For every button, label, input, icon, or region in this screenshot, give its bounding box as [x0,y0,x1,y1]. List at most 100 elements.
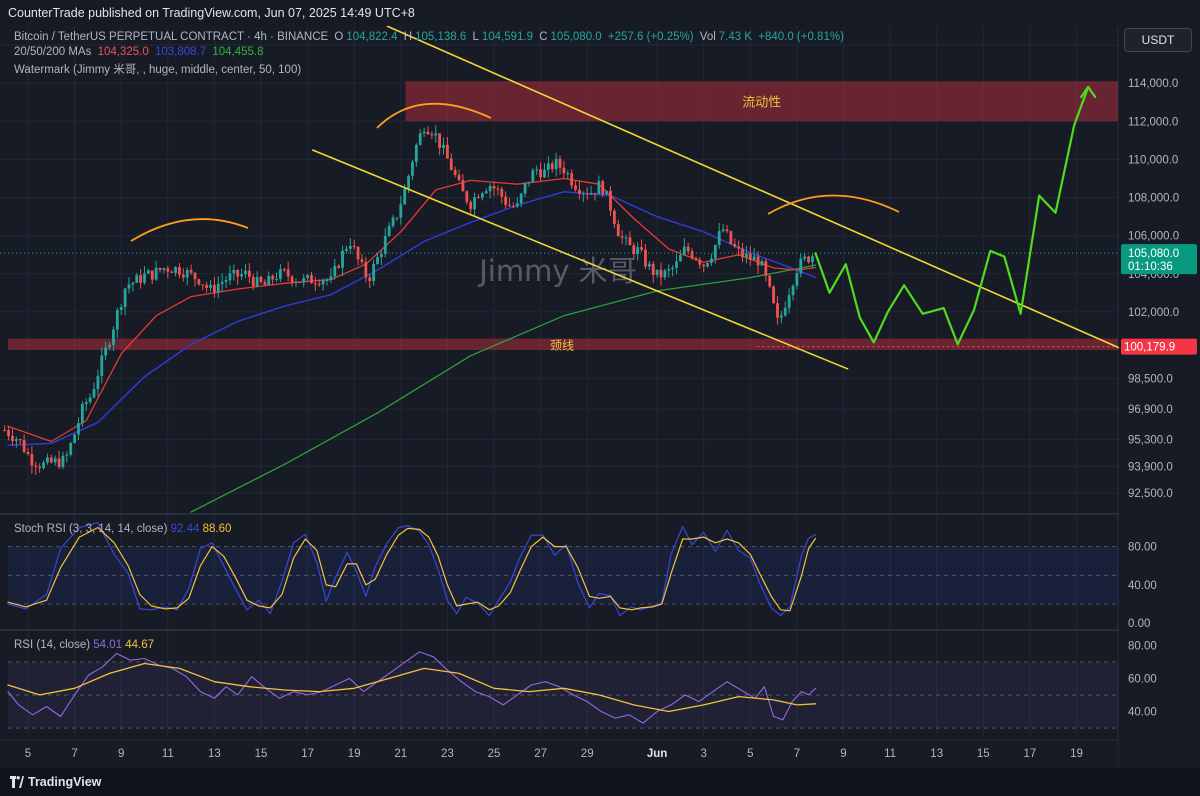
ma-label[interactable]: 20/50/200 MAs [14,46,92,58]
price-tick-label: 102,000.0 [1128,307,1179,319]
candle-body [488,185,492,192]
candle-body [166,268,170,272]
candle-body [247,270,251,277]
candle-body [7,430,10,437]
candle-body [585,193,589,195]
stoch-d-line [7,526,817,612]
stoch-tick-label: 80.00 [1128,542,1157,554]
candle-body [387,226,391,237]
time-tick-label: 17 [301,748,314,760]
candle-body [259,276,263,282]
time-tick-label: 19 [348,748,361,760]
candle-body [589,193,593,195]
axes: 92,500.0 93,900.0 95,300.0 96,900.0 98,500.0… [0,26,1200,768]
candle-body [492,185,496,189]
ohlc-close: 105,080.0 [550,31,602,43]
stoch-k-value: 92.44 [171,523,203,535]
time-tick-label: 11 [162,748,174,760]
candle-body [53,458,57,463]
arc-left-top [130,218,249,242]
candle-body [772,286,775,304]
stoch-rsi-pane[interactable]: Stoch RSI (3, 3, 14, 14, close) 92.44 88… [7,522,1118,617]
ohlc-open: 104,822.4 [346,31,398,43]
stoch-tick-label: 0.00 [1128,618,1150,630]
candle-body [605,190,609,195]
candle-body [42,462,45,469]
candle-body [411,161,414,176]
candle-body [477,197,480,199]
candle-body [282,269,286,271]
symbol-name[interactable]: Bitcoin / TetherUS PERPETUAL CONTRACT · … [14,31,329,43]
time-tick-label: 19 [1070,748,1083,760]
candle-body [383,236,387,254]
time-tick-label: 5 [25,748,31,760]
candle-body [310,275,313,284]
candlesticks[interactable] [3,125,814,476]
rsi-tick-label: 40.00 [1128,707,1157,719]
candle-body [77,423,80,435]
arc-right-top [767,194,900,215]
ohlc-close-label: C [539,31,548,43]
candle-body [302,278,306,283]
candle-body [267,275,271,285]
ma50-line [7,191,817,447]
candle-body [457,174,461,181]
price-tick-label: 93,900.0 [1128,461,1173,473]
candle-body [321,280,325,285]
candle-body [745,253,748,258]
candle-body [531,170,535,182]
symbol-legend[interactable]: Bitcoin / TetherUS PERPETUAL CONTRACT · … [14,31,847,43]
price-tick-label: 112,000.0 [1128,116,1178,128]
watermark-indicator[interactable]: Watermark (Jimmy 米哥, , huge, middle, cen… [14,64,302,76]
candle-body [232,269,236,274]
candle-body [644,249,647,267]
candle-body [414,144,418,162]
ma-legend[interactable]: 20/50/200 MAs 104,325.0 103,808.7 104,45… [14,46,266,58]
currency-button[interactable]: USDT [1124,28,1192,52]
stoch-tick-label: 40.00 [1128,580,1157,592]
candle-body [776,303,779,318]
chart-background [0,26,1200,768]
candle-body [317,283,321,285]
candle-body [717,231,721,246]
candle-body [364,261,368,278]
rsi-pane[interactable]: RSI (14, close) 54.01 44.67 [7,639,1118,729]
candle-body [512,205,515,207]
candle-body [535,169,539,171]
candle-body [570,173,574,186]
price-tick-label: 106,000.0 [1128,231,1179,243]
candle-body [752,256,756,260]
candle-body [139,275,143,283]
time-tick-label: 7 [794,748,800,760]
candle-body [597,181,601,195]
candle-body [741,248,744,258]
candle-body [294,281,298,283]
candle-body [624,237,628,239]
candle-body [135,275,139,283]
candle-body [119,307,123,310]
watermark-legend[interactable]: Watermark (Jimmy 米哥, , huge, middle, cen… [14,61,304,77]
candle-body [313,283,317,285]
grid-lines [0,26,1200,768]
volume-change: +840.0 (+0.81%) [758,31,844,43]
candle-body [73,434,76,443]
time-tick-label: 27 [534,748,547,760]
stoch-d-value: 88.60 [203,523,232,535]
watermark: Jimmy 米哥 [477,254,637,288]
ma20-value: 104,325.0 [97,46,149,58]
ohlc-open-label: O [334,31,344,43]
candle-body [112,329,115,345]
time-tick-label: 17 [1024,748,1037,760]
candle-body [659,269,663,278]
candle-body [271,275,275,280]
candle-body [671,267,675,270]
stoch-legend: Stoch RSI (3, 3, 14, 14, close) 92.44 88… [14,523,231,535]
candle-body [376,257,379,265]
channel-upper-line [386,25,1168,370]
candle-body [748,253,752,260]
drawings[interactable] [130,25,1168,370]
arc-peak-top [376,102,492,129]
candle-body [325,279,329,281]
candle-body [403,188,407,205]
